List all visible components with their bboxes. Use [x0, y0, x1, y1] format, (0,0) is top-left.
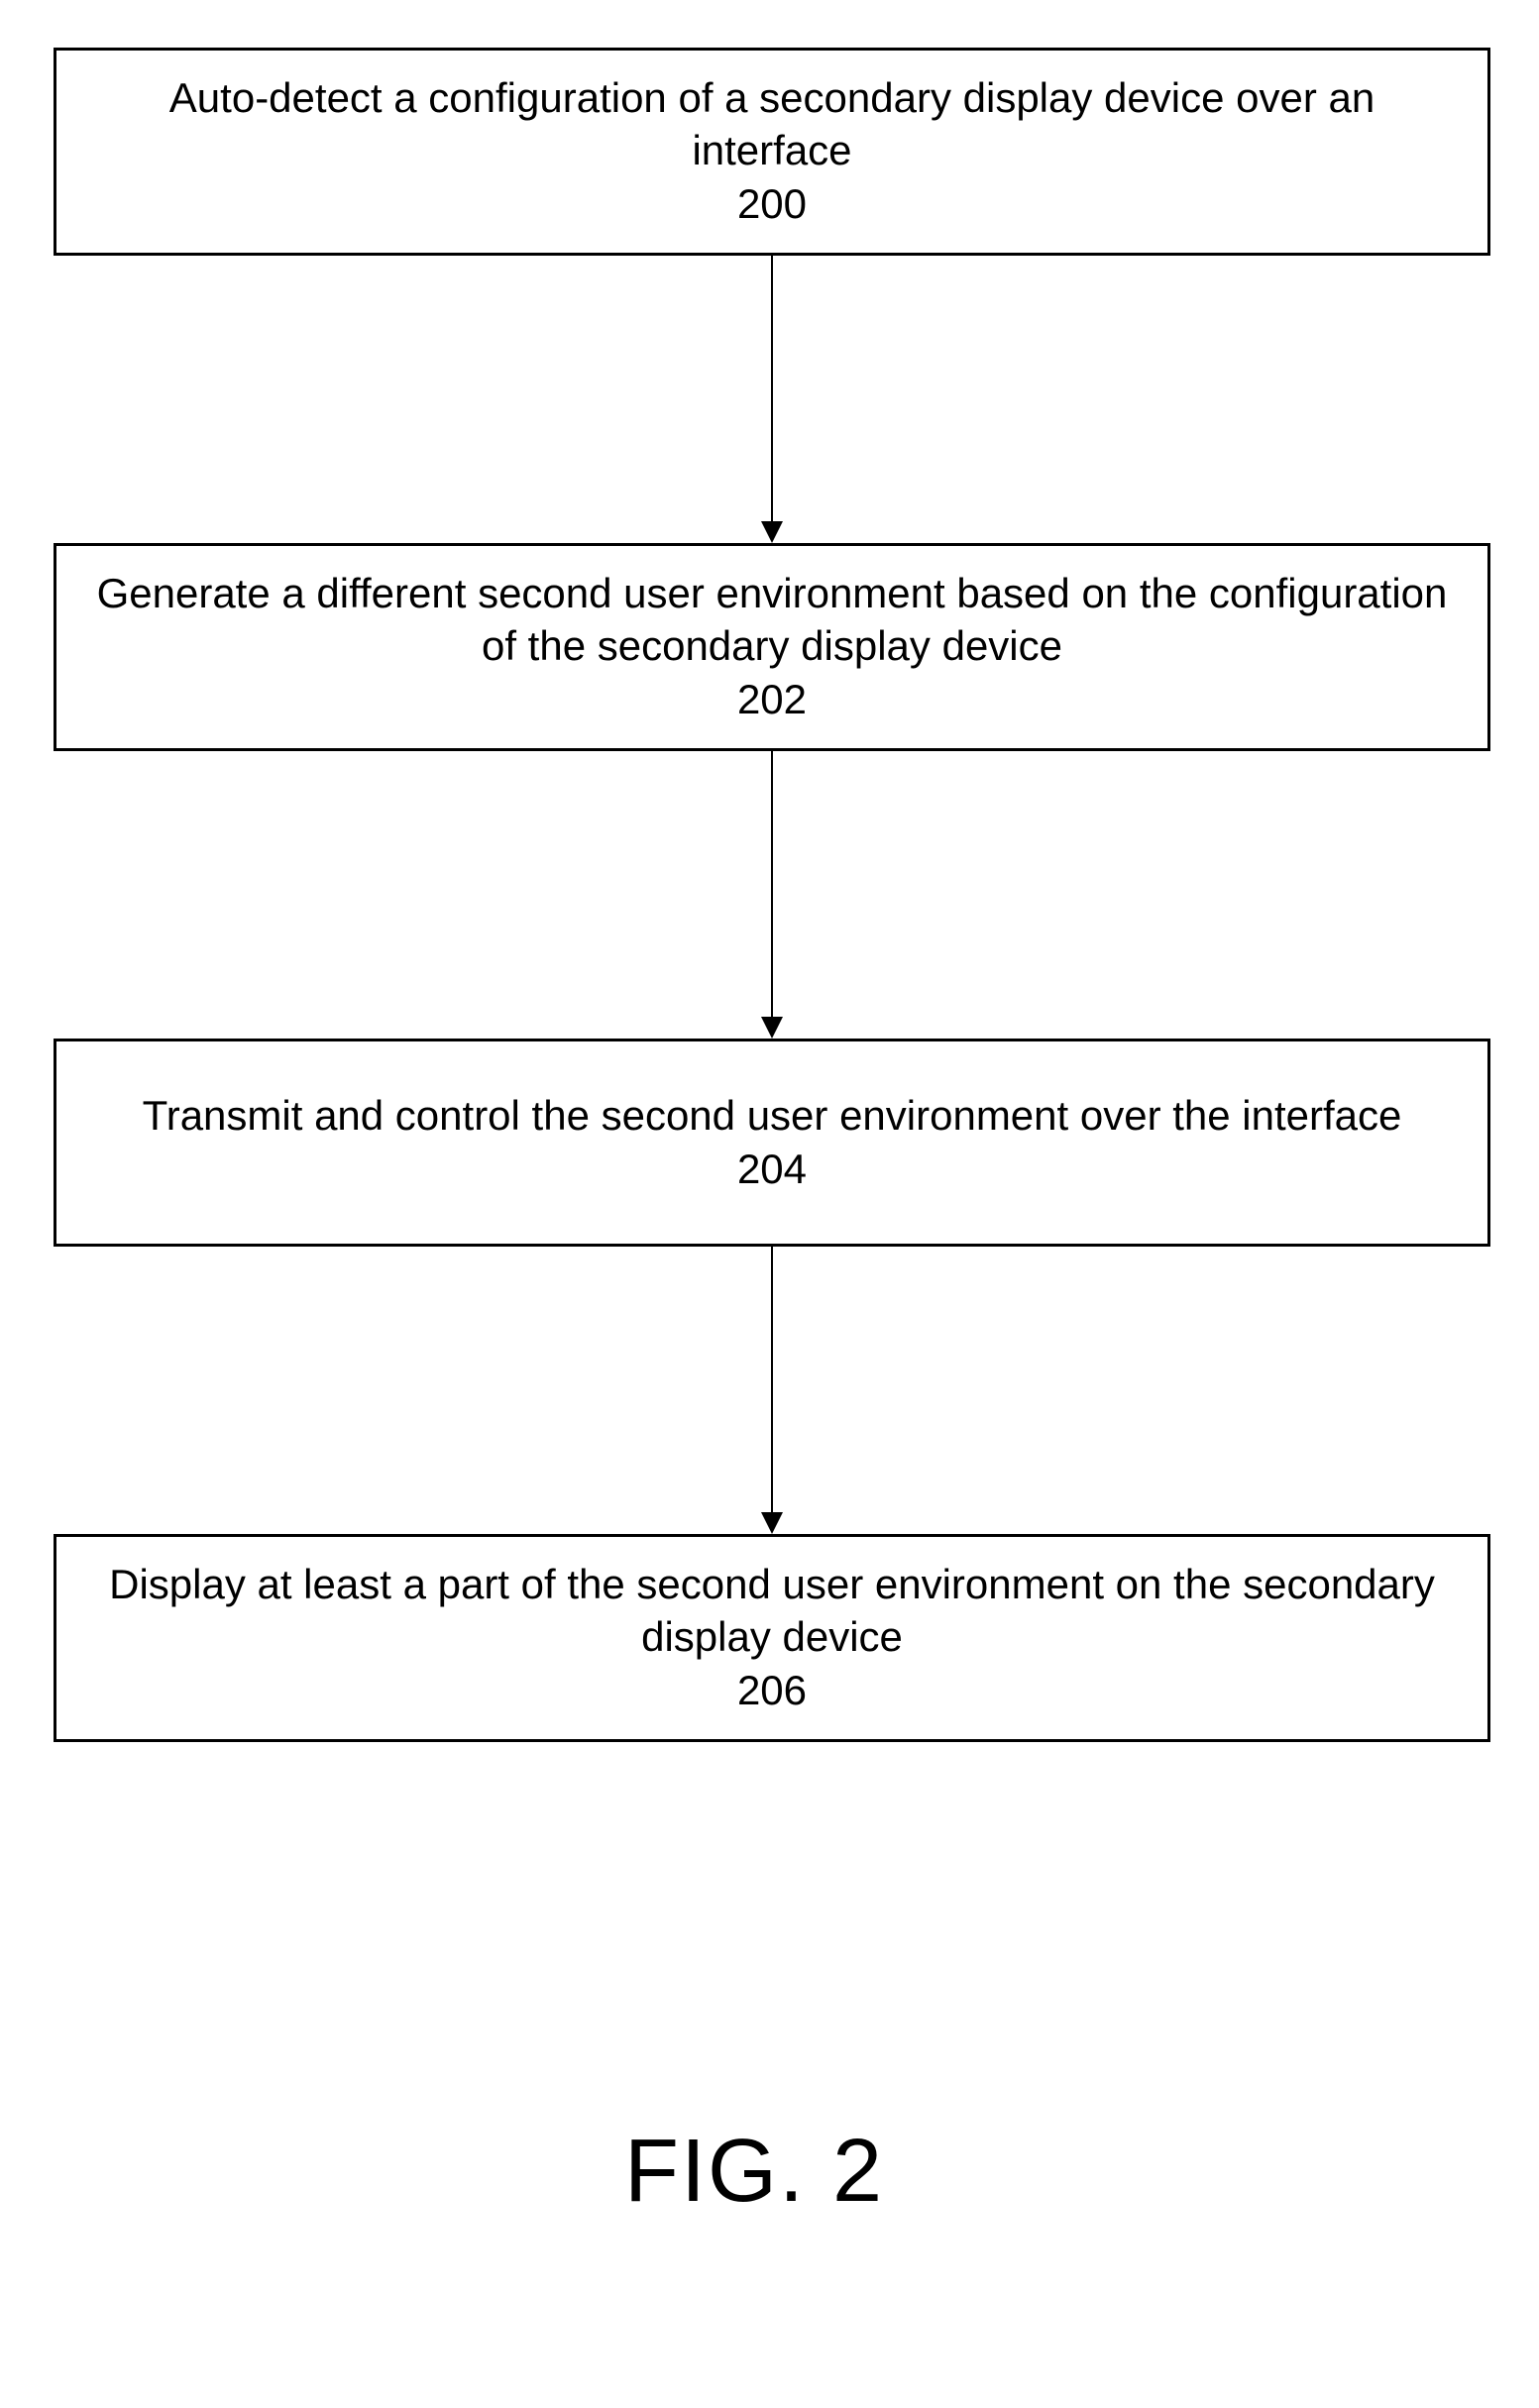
flow-node-200-ref: 200: [737, 178, 807, 231]
flowchart-page: Auto-detect a configuration of a seconda…: [0, 0, 1539, 2408]
flow-node-204-ref: 204: [737, 1144, 807, 1196]
flow-edge-200-202: [761, 256, 783, 543]
flow-node-206: Display at least a part of the second us…: [54, 1534, 1490, 1742]
flow-node-202-ref: 202: [737, 674, 807, 726]
flow-node-206-text: Display at least a part of the second us…: [96, 1559, 1448, 1663]
flow-node-202: Generate a different second user environ…: [54, 543, 1490, 751]
flow-node-202-text: Generate a different second user environ…: [96, 568, 1448, 672]
flow-node-200-text: Auto-detect a configuration of a seconda…: [96, 72, 1448, 176]
figure-label: FIG. 2: [624, 2121, 884, 2223]
flow-node-204-text: Transmit and control the second user env…: [143, 1090, 1402, 1143]
flow-node-204: Transmit and control the second user env…: [54, 1039, 1490, 1247]
flow-node-206-ref: 206: [737, 1665, 807, 1717]
flow-edge-202-204: [761, 751, 783, 1039]
flow-node-200: Auto-detect a configuration of a seconda…: [54, 48, 1490, 256]
flow-edge-204-206: [761, 1247, 783, 1534]
